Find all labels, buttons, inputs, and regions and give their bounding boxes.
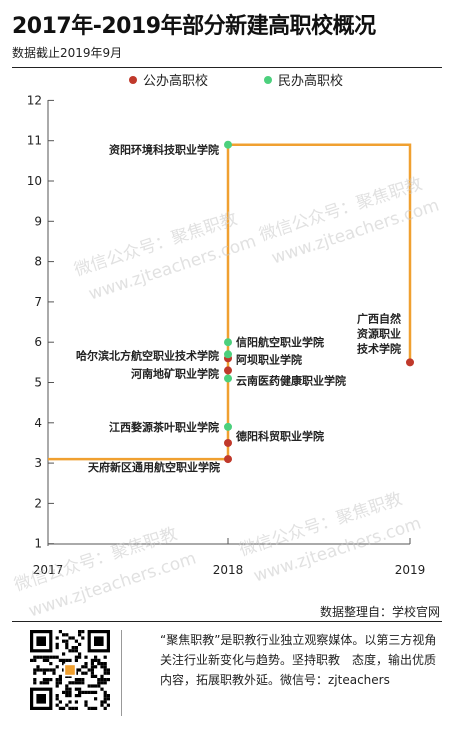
y-tick-label: 11 [27, 134, 42, 148]
data-point-public [224, 455, 232, 464]
data-point-private [224, 140, 232, 149]
footer-vertical-divider [121, 630, 122, 716]
y-tick-label: 7 [34, 295, 42, 309]
page-title: 2017年-2019年部分新建高职校概况 [12, 14, 376, 39]
data-label: 阿坝职业学院 [236, 352, 302, 366]
y-tick-label: 8 [34, 255, 42, 269]
data-point-public [224, 366, 232, 375]
data-point-private [224, 338, 232, 347]
data-point-private [224, 374, 232, 383]
y-tick-label: 5 [34, 376, 42, 390]
y-tick-label: 9 [34, 214, 42, 228]
data-label: 江西婺源茶叶职业学院 [109, 420, 219, 434]
y-tick-label: 2 [34, 496, 42, 510]
x-tick-label: 2019 [395, 563, 426, 577]
header-divider [12, 67, 442, 68]
data-label: 哈尔滨北方航空职业技术学院 [76, 348, 219, 362]
footer-divider [12, 621, 442, 622]
data-label: 广西自然资源职业技术学院 [357, 311, 401, 355]
data-point-private [224, 422, 232, 431]
data-point-public [224, 438, 232, 447]
x-tick-label: 2018 [213, 563, 244, 577]
y-tick-label: 12 [27, 93, 42, 107]
data-point-private [224, 350, 232, 359]
legend-label-public: 公办高职校 [143, 73, 208, 89]
legend-marker-public [129, 76, 137, 84]
page-subtitle: 数据截止2019年9月 [12, 46, 123, 60]
y-tick-label: 4 [34, 416, 42, 430]
data-label: 信阳航空职业学院 [236, 335, 324, 349]
data-point-public [406, 358, 414, 367]
y-tick-label: 6 [34, 335, 42, 349]
legend-marker-private [264, 76, 272, 84]
x-tick-label: 2017 [33, 563, 64, 577]
data-label: 天府新区通用航空职业学院 [88, 460, 220, 474]
data-label: 河南地矿职业学院 [131, 366, 219, 380]
y-tick-label: 10 [27, 174, 42, 188]
data-label: 德阳科贸职业学院 [235, 429, 324, 443]
legend-label-private: 民办高职校 [278, 73, 343, 89]
qr-code-icon [30, 630, 110, 710]
source-note: 数据整理自：学校官网 [319, 605, 440, 619]
data-label: 云南医药健康职业学院 [236, 373, 346, 387]
y-tick-label: 1 [34, 537, 42, 551]
data-label: 资阳环境科技职业学院 [109, 143, 219, 157]
y-tick-label: 3 [34, 456, 42, 470]
footer-description: “聚焦职教”是职教行业独立观察媒体。以第三方视角关注行业新变化与趋势。坚持职教 … [160, 633, 437, 687]
